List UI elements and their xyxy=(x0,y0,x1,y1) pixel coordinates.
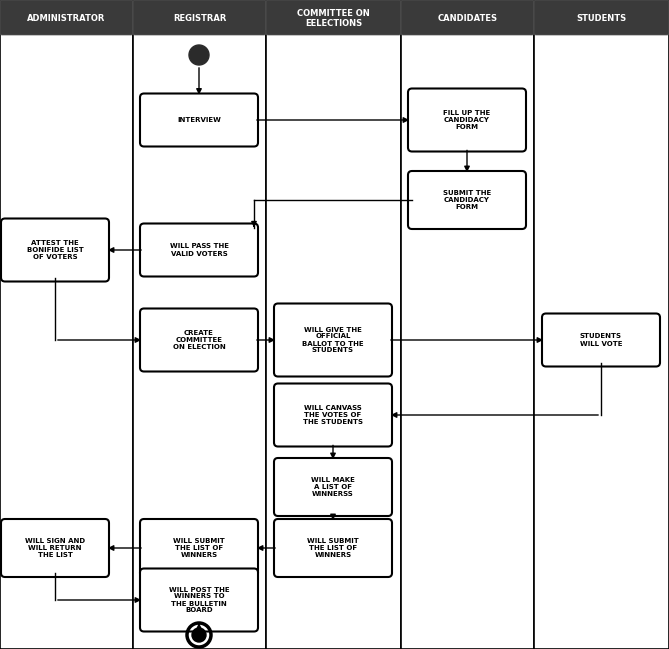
Text: COMMITTEE ON
EELECTIONS: COMMITTEE ON EELECTIONS xyxy=(297,9,370,28)
FancyBboxPatch shape xyxy=(140,308,258,371)
Circle shape xyxy=(192,628,206,642)
Text: WILL PASS THE
VALID VOTERS: WILL PASS THE VALID VOTERS xyxy=(169,243,229,256)
Text: INTERVIEW: INTERVIEW xyxy=(177,117,221,123)
Text: REGISTRAR: REGISTRAR xyxy=(173,14,226,23)
FancyBboxPatch shape xyxy=(140,569,258,631)
FancyBboxPatch shape xyxy=(534,0,669,35)
FancyBboxPatch shape xyxy=(1,519,109,577)
Text: WILL SIGN AND
WILL RETURN
THE LIST: WILL SIGN AND WILL RETURN THE LIST xyxy=(25,538,85,558)
FancyBboxPatch shape xyxy=(274,458,392,516)
Bar xyxy=(133,0,266,649)
FancyBboxPatch shape xyxy=(133,0,266,35)
Text: CREATE
COMMITTEE
ON ELECTION: CREATE COMMITTEE ON ELECTION xyxy=(173,330,225,350)
Bar xyxy=(534,0,669,649)
FancyBboxPatch shape xyxy=(0,0,133,35)
Text: ADMINISTRATOR: ADMINISTRATOR xyxy=(27,14,106,23)
FancyBboxPatch shape xyxy=(1,219,109,282)
Text: WILL SUBMIT
THE LIST OF
WINNERS: WILL SUBMIT THE LIST OF WINNERS xyxy=(307,538,359,558)
Text: ATTEST THE
BONIFIDE LIST
OF VOTERS: ATTEST THE BONIFIDE LIST OF VOTERS xyxy=(27,240,84,260)
FancyBboxPatch shape xyxy=(140,223,258,276)
FancyBboxPatch shape xyxy=(408,88,526,151)
Text: WILL MAKE
A LIST OF
WINNERSS: WILL MAKE A LIST OF WINNERSS xyxy=(311,477,355,497)
Text: CANDIDATES: CANDIDATES xyxy=(438,14,498,23)
Text: SUBMIT THE
CANDIDACY
FORM: SUBMIT THE CANDIDACY FORM xyxy=(443,190,491,210)
Bar xyxy=(0,0,133,649)
Circle shape xyxy=(189,45,209,65)
Bar xyxy=(266,0,401,649)
FancyBboxPatch shape xyxy=(274,384,392,447)
FancyBboxPatch shape xyxy=(542,313,660,367)
Text: WILL POST THE
WINNERS TO
THE BULLETIN
BOARD: WILL POST THE WINNERS TO THE BULLETIN BO… xyxy=(169,587,229,613)
Text: WILL GIVE THE
OFFICIAL
BALLOT TO THE
STUDENTS: WILL GIVE THE OFFICIAL BALLOT TO THE STU… xyxy=(302,326,364,354)
Bar xyxy=(401,0,534,649)
FancyBboxPatch shape xyxy=(408,171,526,229)
Text: FILL UP THE
CANDIDACY
FORM: FILL UP THE CANDIDACY FORM xyxy=(444,110,490,130)
Text: STUDENTS: STUDENTS xyxy=(577,14,627,23)
FancyBboxPatch shape xyxy=(266,0,401,35)
Text: WILL SUBMIT
THE LIST OF
WINNERS: WILL SUBMIT THE LIST OF WINNERS xyxy=(173,538,225,558)
FancyBboxPatch shape xyxy=(140,93,258,147)
FancyBboxPatch shape xyxy=(140,519,258,577)
Text: STUDENTS
WILL VOTE: STUDENTS WILL VOTE xyxy=(580,334,622,347)
FancyBboxPatch shape xyxy=(274,519,392,577)
FancyBboxPatch shape xyxy=(401,0,534,35)
Text: WILL CANVASS
THE VOTES OF
THE STUDENTS: WILL CANVASS THE VOTES OF THE STUDENTS xyxy=(303,405,363,425)
FancyBboxPatch shape xyxy=(274,304,392,376)
